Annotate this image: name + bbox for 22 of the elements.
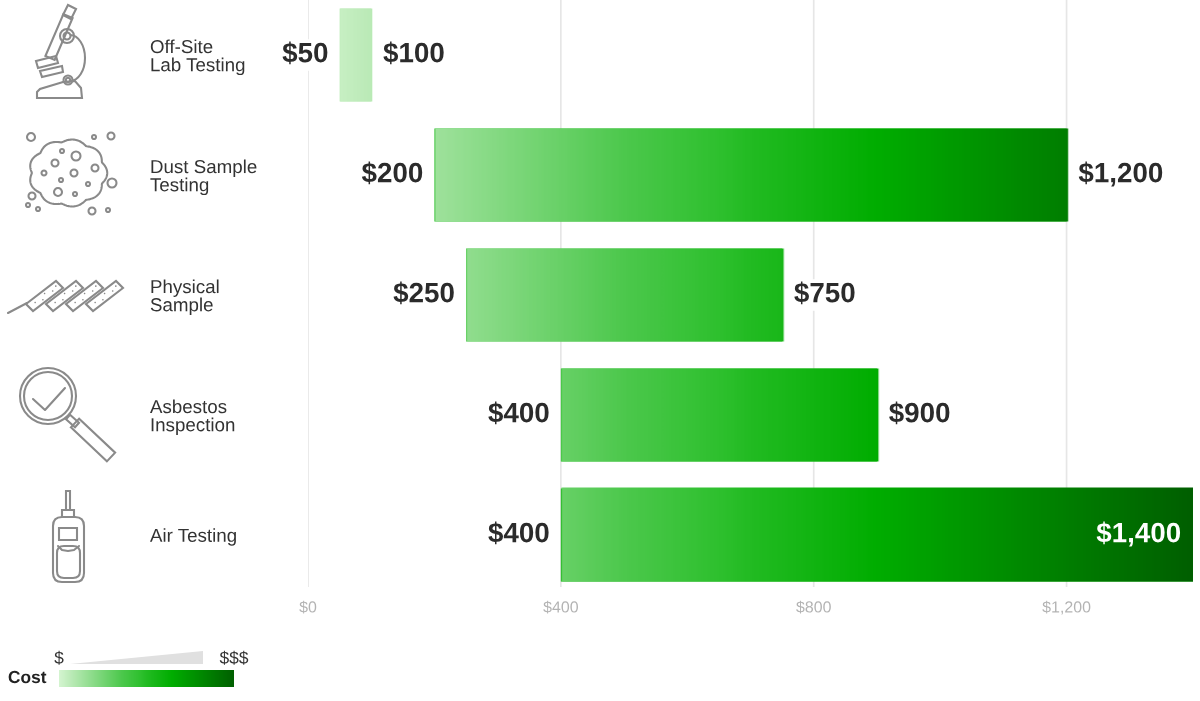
annotation: $100 [383,41,444,65]
y-tick-label: Dust Sample Testing [150,159,257,196]
color-bar-label: $$$ [219,650,249,665]
annotation: $1,200 [1078,161,1163,187]
annotation: $900 [889,401,950,425]
x-tick-label: $800 [796,600,831,614]
y-tick-label: Air Testing [149,528,236,546]
annotation: $1,400 [1096,521,1181,547]
color-bar-label: $ [54,650,64,665]
y-tick-label: Physical Sample [150,279,219,316]
annotation: $200 [361,161,423,185]
y-tick-label: Off-Site Lab Testing [150,39,245,76]
annotation: $400 [488,401,549,425]
annotation: $50 [282,41,328,65]
y-tick-label: Asbestos Inspection [149,399,235,436]
x-tick-label: $400 [543,600,578,614]
annotation: $400 [488,521,549,545]
annotation: $750 [794,281,855,305]
x-tick-label: $0 [299,600,317,614]
x-tick-label: $1,200 [1042,600,1091,615]
color-bar-title: Cost [8,670,47,684]
annotation: $250 [393,281,454,305]
